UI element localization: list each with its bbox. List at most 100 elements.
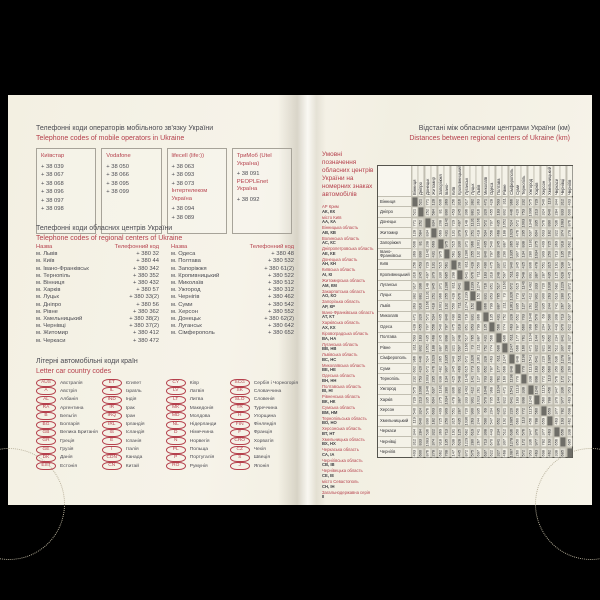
matrix-row-header: Чернігів — [378, 447, 411, 457]
matrix-cell — [534, 395, 540, 405]
matrix-cell: 797 — [489, 249, 495, 259]
matrix-cell: 462 — [566, 416, 572, 426]
matrix-cell: 370 — [534, 426, 540, 437]
matrix-row-header: Полтава — [378, 332, 411, 343]
plate-codes: ВІ, НІ — [322, 388, 333, 394]
matrix-cell: 333 — [534, 280, 540, 290]
matrix-cell: 1160 — [463, 343, 469, 353]
matrix-cell: 729 — [412, 395, 418, 405]
region-name: Запорізька область — [322, 299, 360, 305]
matrix-column-header: Суми — [515, 166, 521, 196]
phone-code-row: м. Кропивницький + 380 522 — [171, 273, 294, 280]
phone-number: + 38 050 — [106, 163, 129, 170]
matrix-cell: 1149 — [463, 374, 469, 384]
city-phone-code: + 380 61(2) — [264, 265, 294, 272]
country-code-badge: S — [229, 453, 250, 462]
matrix-cell: 443 — [489, 426, 495, 437]
phone-code-row: м. Хмельницький + 380 38(2) — [36, 316, 159, 323]
matrix-cell: 570 — [482, 395, 489, 405]
matrix-cell: 918 — [560, 238, 566, 249]
matrix-cell: 551 — [540, 259, 547, 270]
matrix-cell: 420 — [418, 364, 424, 374]
matrix-cell: 524 — [508, 217, 515, 228]
city-phone-code: + 380 642 — [268, 323, 294, 330]
matrix-cell: 659 — [547, 405, 553, 416]
city-phone-code: + 380 652 — [268, 330, 294, 337]
matrix-column-header: Чернігів — [566, 166, 572, 196]
matrix-cell: 172 — [521, 437, 527, 447]
matrix-cell: 1046 — [527, 311, 534, 322]
matrix-cell: 628 — [560, 270, 566, 280]
city-name: м. Донецьк — [171, 316, 201, 323]
matrix-cell: 284 — [418, 426, 424, 437]
matrix-column-header: Чернівці — [560, 166, 566, 196]
car-code-item: ET Єгипет — [101, 379, 162, 388]
matrix-cell: 371 — [463, 238, 469, 249]
city-phone-code: + 380 462 — [268, 294, 294, 301]
region-name: Одеська область — [322, 373, 356, 379]
car-code-item: P Португалія — [165, 453, 226, 462]
matrix-cell: 1036 — [463, 416, 469, 426]
matrix-cell: 711 — [476, 270, 482, 280]
matrix-cell: 1052 — [424, 343, 431, 353]
country-name: Франція — [253, 430, 273, 436]
matrix-column-header: Луганськ — [463, 166, 469, 196]
matrix-cell: 720 — [463, 405, 469, 416]
matrix-cell: 1247 — [508, 343, 515, 353]
matrix-cell — [457, 270, 463, 280]
table-header-row: Назва Телефонний код — [36, 244, 159, 251]
matrix-cell: 916 — [418, 301, 424, 311]
matrix-cell: 945 — [431, 280, 437, 290]
matrix-cell: 172 — [560, 374, 566, 384]
operator-box: Київстар + 38 039 + 38 067 + 38 068 + 38 096… — [36, 148, 97, 234]
matrix-cell: 611 — [508, 332, 515, 343]
matrix-cell: 876 — [424, 447, 431, 457]
matrix-cell: 556 — [431, 322, 437, 332]
matrix-row-header: Кропивницький — [378, 270, 411, 280]
matrix-cell: 672 — [508, 280, 515, 290]
column-header-code: Телефонний код — [114, 244, 159, 250]
corner-dotted-arc-right — [535, 448, 600, 560]
matrix-cell: 725 — [547, 238, 553, 249]
city-name: м. Рівне — [36, 308, 58, 315]
car-code-item: LV Латвія — [165, 387, 226, 396]
matrix-cell: 412 — [527, 290, 534, 301]
matrix-cell: 374 — [560, 228, 566, 238]
country-name: Ісландія — [125, 430, 145, 436]
matrix-corner-cell — [378, 166, 411, 196]
matrix-cell: 1247 — [502, 353, 508, 364]
plate-codes: АН, КН — [322, 261, 336, 267]
plate-codes: АТ, КТ — [322, 314, 335, 320]
matrix-cell: 947 — [553, 384, 560, 395]
car-code-columns: AUS Австралія A Австрія AL Албанія RA Аргентина… — [36, 379, 298, 471]
matrix-cell: 540 — [437, 322, 444, 332]
matrix-cell — [495, 332, 502, 343]
matrix-cell: 511 — [457, 353, 463, 364]
region-name: Харківська область — [322, 320, 360, 326]
matrix-cell: 901 — [469, 395, 476, 405]
matrix-column-header: Херсон — [540, 166, 547, 196]
legend-entry: АР Крим АК, КК — [322, 204, 376, 214]
matrix-cell: 670 — [560, 322, 566, 332]
matrix-cell: 298 — [457, 259, 463, 270]
city-name: м. Полтава — [171, 258, 201, 265]
matrix-cell: 840 — [482, 249, 489, 259]
legend-entry: Львівська область ВС, НС — [322, 352, 376, 362]
matrix-column-header: Полтава — [495, 166, 502, 196]
matrix-cell: 637 — [527, 228, 534, 238]
column-header-name: Назва — [36, 244, 53, 250]
country-name: Македонія — [189, 405, 214, 411]
region-name: Львівська область — [322, 352, 358, 358]
matrix-cell: 1113 — [527, 364, 534, 374]
legend-entry: Одеська область ВН, НН — [322, 374, 376, 383]
matrix-cell — [437, 238, 444, 249]
matrix-cell: 538 — [560, 259, 566, 270]
matrix-row-header: Житомир — [378, 228, 411, 238]
car-code-item: TR Туреччина — [229, 404, 298, 413]
phone-number: + 38 091 — [236, 171, 260, 177]
matrix-cell: 772 — [540, 374, 547, 384]
matrix-column-header: Дніпро — [418, 166, 424, 196]
country-code-badge: TR — [229, 404, 250, 413]
matrix-cell: 713 — [553, 249, 560, 259]
plate-codes: ІІ — [322, 494, 325, 500]
